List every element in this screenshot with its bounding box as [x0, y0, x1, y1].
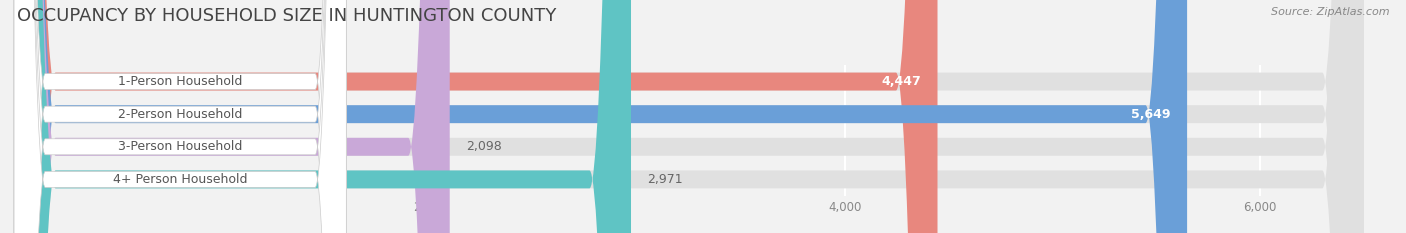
FancyBboxPatch shape [14, 0, 346, 233]
FancyBboxPatch shape [14, 0, 1187, 233]
Text: OCCUPANCY BY HOUSEHOLD SIZE IN HUNTINGTON COUNTY: OCCUPANCY BY HOUSEHOLD SIZE IN HUNTINGTO… [17, 7, 557, 25]
Text: 2,098: 2,098 [467, 140, 502, 153]
FancyBboxPatch shape [14, 0, 346, 233]
Text: Source: ZipAtlas.com: Source: ZipAtlas.com [1271, 7, 1389, 17]
Text: 4,447: 4,447 [882, 75, 921, 88]
FancyBboxPatch shape [14, 0, 450, 233]
Text: 4+ Person Household: 4+ Person Household [112, 173, 247, 186]
FancyBboxPatch shape [14, 0, 346, 233]
FancyBboxPatch shape [14, 0, 938, 233]
Text: 2,971: 2,971 [648, 173, 683, 186]
Text: 3-Person Household: 3-Person Household [118, 140, 242, 153]
FancyBboxPatch shape [14, 0, 1364, 233]
Text: 2-Person Household: 2-Person Household [118, 108, 242, 121]
FancyBboxPatch shape [14, 0, 1364, 233]
FancyBboxPatch shape [14, 0, 1364, 233]
Text: 1-Person Household: 1-Person Household [118, 75, 242, 88]
Text: 5,649: 5,649 [1130, 108, 1170, 121]
FancyBboxPatch shape [14, 0, 346, 233]
FancyBboxPatch shape [14, 0, 631, 233]
FancyBboxPatch shape [14, 0, 1364, 233]
